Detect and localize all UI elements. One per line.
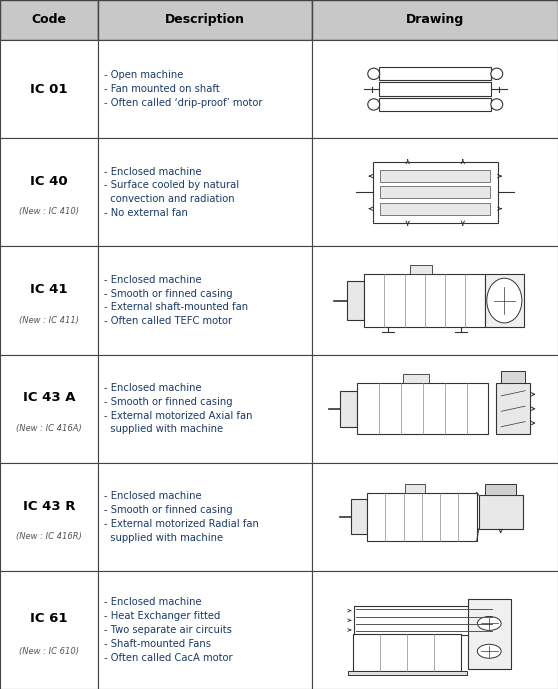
Bar xyxy=(501,371,525,383)
Bar xyxy=(340,391,357,426)
Text: - Often called TEFC motor: - Often called TEFC motor xyxy=(104,316,233,326)
Bar xyxy=(0,355,98,463)
Bar xyxy=(379,98,492,111)
Text: Drawing: Drawing xyxy=(406,14,464,26)
Text: - Enclosed machine: - Enclosed machine xyxy=(104,491,202,501)
Bar xyxy=(0,571,98,689)
Bar xyxy=(347,281,364,320)
Bar xyxy=(98,138,312,247)
Bar xyxy=(353,634,461,670)
Bar xyxy=(98,0,312,40)
Bar xyxy=(0,138,98,247)
Text: - External motorized Axial fan: - External motorized Axial fan xyxy=(104,411,253,420)
Bar xyxy=(98,571,312,689)
Text: - Smooth or finned casing: - Smooth or finned casing xyxy=(104,289,233,298)
Ellipse shape xyxy=(368,68,379,79)
Text: - Heat Exchanger fitted: - Heat Exchanger fitted xyxy=(104,611,221,621)
Bar xyxy=(479,495,523,529)
Bar xyxy=(312,571,558,689)
Bar xyxy=(312,40,558,138)
Text: (New : IC 410): (New : IC 410) xyxy=(19,207,79,216)
Text: - Shaft-mounted Fans: - Shaft-mounted Fans xyxy=(104,639,211,649)
Bar xyxy=(312,247,558,355)
Bar xyxy=(312,355,558,463)
Text: IC 01: IC 01 xyxy=(30,83,68,96)
Bar xyxy=(410,265,432,274)
Text: - External motorized Radial fan: - External motorized Radial fan xyxy=(104,519,259,528)
Text: - Two separate air circuits: - Two separate air circuits xyxy=(104,625,232,635)
Text: - Enclosed machine: - Enclosed machine xyxy=(104,275,202,285)
Text: (New : IC 610): (New : IC 610) xyxy=(19,647,79,656)
Bar xyxy=(354,606,494,635)
Text: - Often called CacA motor: - Often called CacA motor xyxy=(104,652,233,663)
Bar xyxy=(380,170,490,182)
Text: (New : IC 416R): (New : IC 416R) xyxy=(16,532,82,541)
Bar xyxy=(312,463,558,571)
Text: IC 41: IC 41 xyxy=(30,283,68,296)
Bar xyxy=(0,463,98,571)
Bar xyxy=(496,383,530,435)
Text: (New : IC 416A): (New : IC 416A) xyxy=(16,424,81,433)
Ellipse shape xyxy=(491,68,503,79)
Text: - Fan mounted on shaft: - Fan mounted on shaft xyxy=(104,84,220,94)
Bar xyxy=(0,247,98,355)
Bar xyxy=(364,274,485,327)
Ellipse shape xyxy=(478,617,501,630)
Bar xyxy=(485,484,516,495)
Bar xyxy=(485,274,524,327)
Bar xyxy=(403,374,430,383)
Text: - Open machine: - Open machine xyxy=(104,70,184,81)
Bar xyxy=(357,383,488,435)
Text: IC 43 R: IC 43 R xyxy=(22,500,75,513)
Ellipse shape xyxy=(368,99,379,110)
Bar xyxy=(373,162,498,223)
Text: - No external fan: - No external fan xyxy=(104,208,188,218)
Bar xyxy=(367,493,477,542)
Text: IC 40: IC 40 xyxy=(30,175,68,188)
Text: convection and radiation: convection and radiation xyxy=(104,194,235,204)
Ellipse shape xyxy=(478,644,501,658)
Bar xyxy=(405,484,425,493)
Text: Code: Code xyxy=(31,14,66,26)
Ellipse shape xyxy=(491,99,503,110)
Bar xyxy=(379,83,492,96)
Text: - Smooth or finned casing: - Smooth or finned casing xyxy=(104,397,233,407)
Bar xyxy=(351,500,367,535)
Text: (New : IC 411): (New : IC 411) xyxy=(19,316,79,325)
Text: - External shaft-mounted fan: - External shaft-mounted fan xyxy=(104,302,248,312)
Text: - Enclosed machine: - Enclosed machine xyxy=(104,597,202,608)
Bar xyxy=(380,203,490,215)
Text: - Often called ‘drip-proof’ motor: - Often called ‘drip-proof’ motor xyxy=(104,98,263,108)
Text: supplied with machine: supplied with machine xyxy=(104,533,223,542)
Bar xyxy=(0,40,98,138)
Bar xyxy=(98,247,312,355)
Bar xyxy=(0,0,98,40)
Ellipse shape xyxy=(487,278,522,323)
Bar xyxy=(312,138,558,247)
Text: - Surface cooled by natural: - Surface cooled by natural xyxy=(104,181,239,190)
Text: - Enclosed machine: - Enclosed machine xyxy=(104,383,202,393)
Bar xyxy=(312,0,558,40)
Text: - Enclosed machine: - Enclosed machine xyxy=(104,167,202,176)
Bar xyxy=(98,355,312,463)
Bar xyxy=(468,599,511,669)
Text: supplied with machine: supplied with machine xyxy=(104,424,223,434)
Text: IC 61: IC 61 xyxy=(30,612,68,625)
Bar xyxy=(380,186,490,198)
Bar xyxy=(98,463,312,571)
Bar xyxy=(98,40,312,138)
Bar xyxy=(348,670,466,675)
Text: IC 43 A: IC 43 A xyxy=(22,391,75,404)
Text: - Smooth or finned casing: - Smooth or finned casing xyxy=(104,505,233,515)
Bar xyxy=(379,67,492,81)
Text: Description: Description xyxy=(165,14,245,26)
